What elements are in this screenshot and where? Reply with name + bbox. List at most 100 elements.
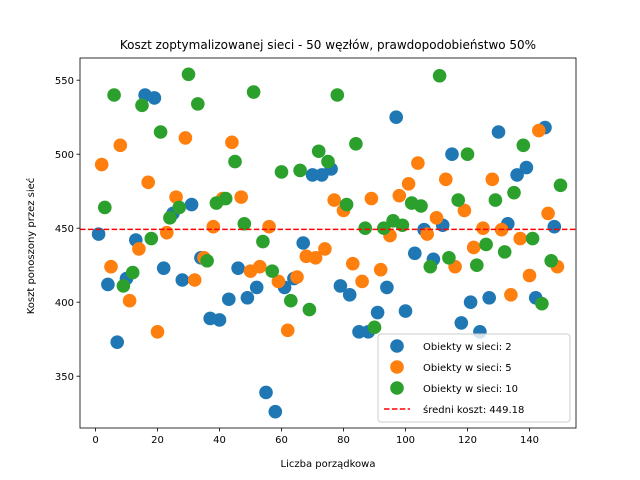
data-point — [429, 211, 444, 225]
data-point — [94, 157, 109, 172]
x-axis-label: Liczba porządkowa — [281, 459, 376, 470]
data-point — [265, 264, 280, 278]
legend-marker — [390, 360, 404, 374]
x-tick-label: 40 — [213, 435, 226, 446]
data-point — [256, 234, 270, 249]
data-point — [156, 261, 171, 275]
data-point — [327, 193, 342, 207]
x-tick-label: 60 — [275, 435, 288, 446]
data-point — [200, 253, 214, 268]
data-point — [525, 231, 540, 246]
data-point — [535, 296, 549, 311]
data-point — [401, 177, 416, 191]
data-point — [91, 227, 106, 241]
data-point — [290, 270, 304, 284]
data-point — [141, 175, 155, 190]
data-point — [553, 178, 568, 193]
data-point — [153, 125, 168, 139]
data-point — [147, 91, 162, 105]
legend-box — [377, 333, 571, 423]
x-tick-label: 140 — [520, 435, 539, 446]
legend-marker — [390, 339, 404, 353]
data-point — [271, 274, 286, 289]
x-tick-label: 0 — [92, 435, 98, 446]
data-point — [125, 265, 140, 280]
data-point — [432, 68, 447, 83]
data-point — [172, 200, 186, 215]
data-point — [132, 242, 146, 256]
data-point — [476, 221, 490, 235]
y-tick-label: 400 — [55, 298, 74, 309]
x-tick-label: 100 — [396, 435, 415, 446]
data-point — [178, 131, 193, 145]
data-point — [104, 259, 118, 274]
data-point — [113, 138, 128, 153]
data-point — [169, 190, 183, 204]
data-point — [122, 293, 137, 308]
data-point — [519, 160, 534, 175]
data-point — [504, 288, 518, 302]
data-point — [225, 135, 239, 150]
data-point — [466, 240, 481, 255]
data-point — [305, 168, 320, 182]
data-point — [191, 97, 205, 111]
data-point — [358, 221, 373, 235]
data-point — [175, 273, 190, 287]
y-tick-label: 350 — [55, 372, 74, 383]
data-point — [268, 404, 283, 419]
y-tick-label: 550 — [55, 76, 74, 87]
data-point — [491, 125, 506, 139]
data-point — [482, 290, 497, 305]
data-point — [355, 274, 369, 289]
data-point — [342, 288, 357, 302]
legend-label: Obiekty w sieci: 10 — [423, 384, 518, 395]
x-tick-label: 80 — [337, 435, 350, 446]
axes: 0 20 40 60 80 100 120 140 350 400 450 500 550 — [55, 57, 577, 446]
legend: Obiekty w sieci: 2 Obiekty w sieci: 5 Obie… — [377, 333, 571, 423]
data-point — [222, 292, 236, 307]
data-point — [296, 236, 311, 250]
data-point — [544, 253, 558, 268]
data-point — [460, 147, 475, 161]
data-point — [513, 231, 527, 246]
series-group-2 — [94, 123, 565, 339]
data-point — [231, 261, 245, 275]
data-point — [333, 279, 348, 293]
data-point — [445, 147, 459, 161]
data-point — [392, 188, 407, 203]
data-point — [408, 246, 422, 261]
data-point — [330, 88, 345, 102]
data-point — [485, 172, 500, 187]
data-point — [380, 280, 394, 295]
data-point — [212, 313, 227, 327]
data-point — [135, 98, 149, 113]
data-point — [262, 219, 276, 234]
data-point — [246, 85, 261, 99]
data-point — [414, 199, 428, 213]
data-point — [349, 137, 363, 151]
data-point — [311, 144, 326, 159]
data-point — [240, 290, 255, 305]
data-point — [308, 250, 323, 265]
data-point — [423, 259, 438, 274]
data-point — [274, 165, 289, 179]
data-point — [259, 385, 273, 400]
y-axis-label: Koszt ponoszony przez sieć — [25, 178, 37, 315]
data-point — [532, 123, 546, 138]
data-point — [420, 227, 435, 241]
data-point — [411, 156, 425, 170]
data-point — [249, 280, 264, 295]
data-point — [510, 168, 524, 182]
data-point — [160, 225, 174, 240]
chart-title: Koszt zoptymalizowanej sieci - 50 węzłów… — [120, 38, 536, 52]
data-point — [364, 191, 379, 206]
legend-marker — [390, 381, 404, 395]
data-point — [541, 206, 555, 221]
data-point — [516, 138, 531, 153]
data-point — [293, 163, 307, 178]
data-point — [442, 250, 456, 265]
data-point — [547, 219, 562, 234]
data-point — [321, 154, 335, 169]
data-point — [377, 221, 391, 235]
data-point — [439, 172, 453, 187]
